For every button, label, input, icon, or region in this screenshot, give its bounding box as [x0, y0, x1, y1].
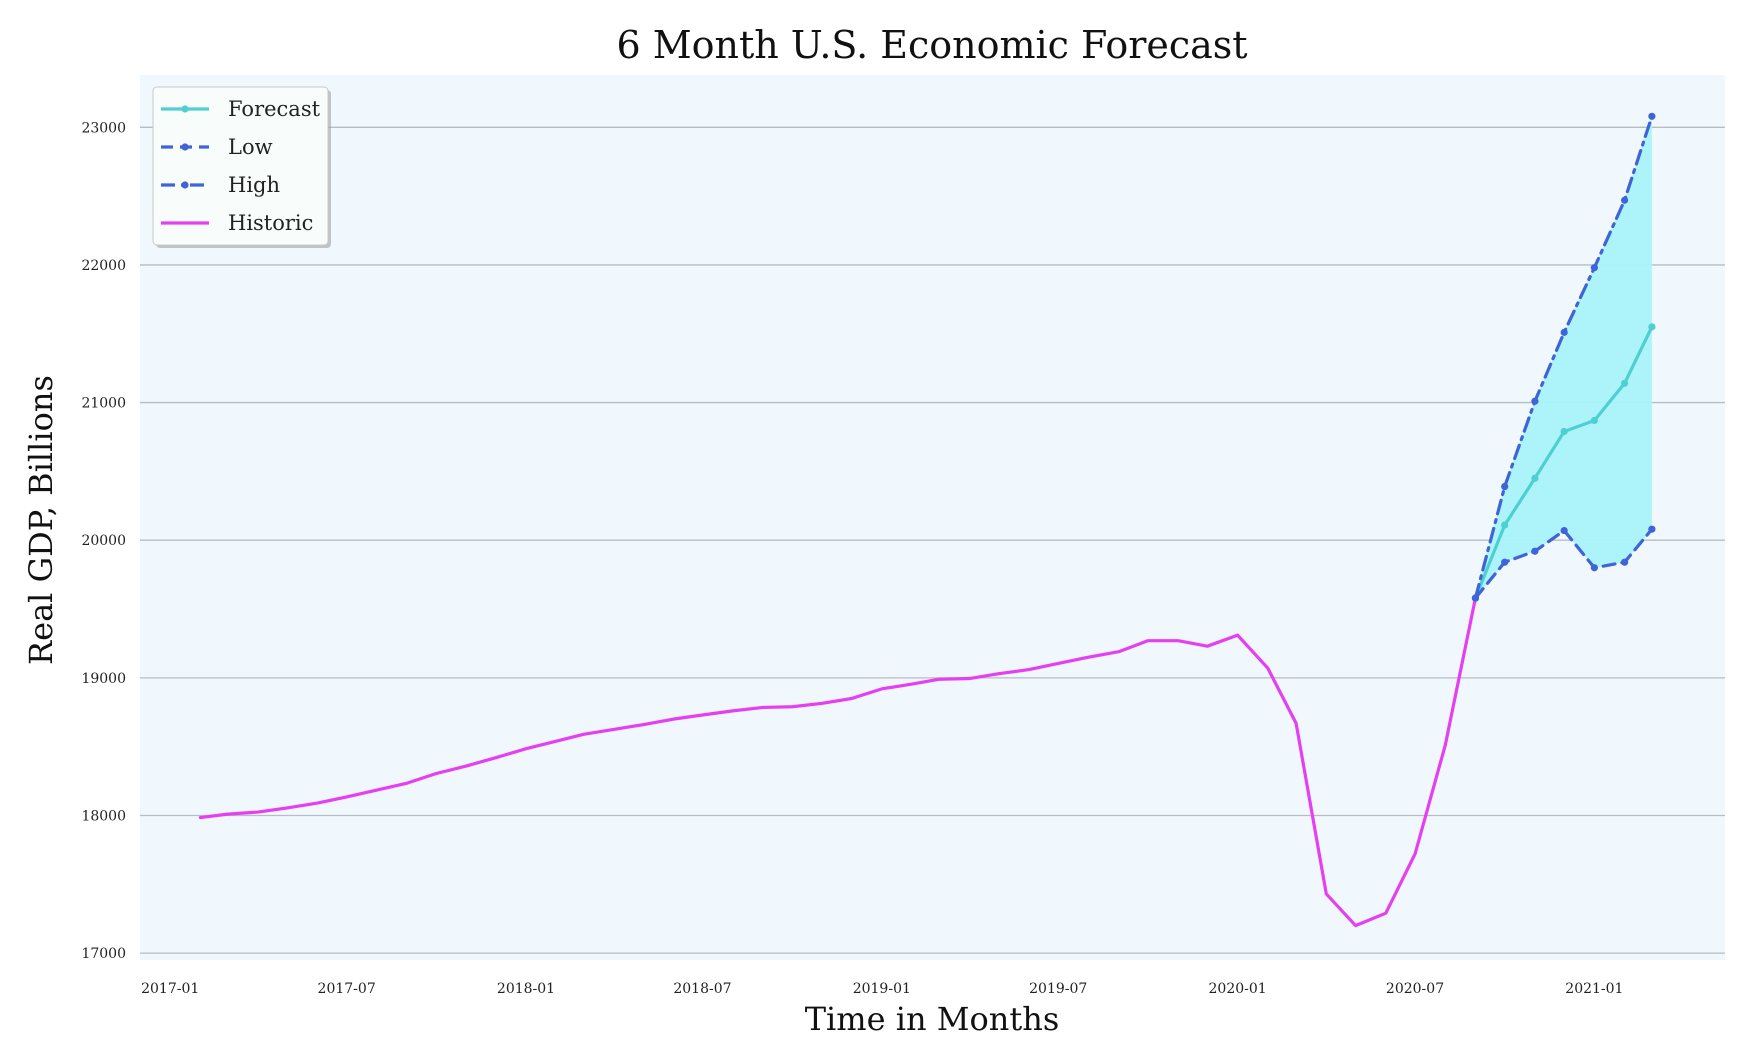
x-axis-label: Time in Months	[805, 1000, 1060, 1038]
x-tick-label: 2020-07	[1386, 981, 1444, 997]
point-forecast	[1620, 379, 1629, 387]
forecast-band-layer	[1475, 116, 1652, 599]
x-tick-label: 2019-07	[1029, 981, 1087, 997]
plot-background	[140, 75, 1725, 960]
legend-label-high: High	[228, 173, 280, 197]
y-tick-label: 23000	[81, 120, 126, 136]
x-tick-label: 2021-01	[1565, 981, 1623, 997]
legend-box	[152, 86, 329, 246]
series-layer	[198, 112, 1656, 928]
point-forecast	[1590, 416, 1598, 425]
y-tick-labels: 17000 18000 19000 20000 21000 22000 23000	[81, 120, 126, 962]
series-line-historic	[198, 596, 1478, 928]
point-high	[1531, 397, 1539, 405]
x-tick-label: 2018-07	[673, 981, 731, 997]
legend-marker-high	[181, 181, 189, 189]
legend-marker-low	[181, 143, 189, 151]
point-forecast	[1531, 474, 1539, 482]
point-high	[1501, 482, 1509, 491]
y-tick-label: 18000	[81, 808, 126, 824]
point-high	[1560, 328, 1568, 336]
legend-label-forecast: Forecast	[228, 97, 321, 121]
point-forecast	[1648, 323, 1656, 331]
legend-label-historic: Historic	[228, 211, 313, 235]
y-tick-label: 22000	[81, 258, 126, 274]
legend-label-low: Low	[228, 135, 273, 159]
point-forecast	[1560, 427, 1568, 436]
grid-layer	[140, 126, 1725, 954]
point-high	[1648, 112, 1656, 120]
point-low	[1620, 558, 1629, 566]
y-tick-label: 17000	[81, 946, 126, 962]
point-low	[1648, 525, 1656, 533]
point-high	[1471, 594, 1480, 602]
y-axis-label: Real GDP, Billions	[22, 375, 60, 665]
forecast-band	[1475, 116, 1652, 599]
point-low	[1590, 564, 1598, 572]
point-high	[1590, 264, 1598, 272]
x-tick-label: 2018-01	[497, 981, 555, 997]
point-low	[1560, 526, 1568, 535]
x-tick-label: 2017-01	[141, 981, 199, 997]
x-tick-label: 2017-07	[318, 981, 376, 997]
legend-marker-forecast	[181, 105, 189, 113]
y-tick-label: 19000	[81, 671, 126, 687]
point-forecast	[1501, 521, 1509, 529]
legend: Forecast Low High Historic	[152, 86, 331, 248]
point-high	[1620, 196, 1629, 204]
y-tick-label: 21000	[81, 396, 126, 412]
point-low	[1501, 558, 1509, 566]
x-tick-label: 2020-01	[1209, 981, 1267, 997]
y-tick-label: 20000	[81, 533, 126, 549]
x-tick-labels: 2017-01 2017-07 2018-01 2018-07 2019-01 2019-…	[141, 981, 1623, 997]
point-low	[1531, 547, 1539, 555]
x-tick-label: 2019-01	[853, 981, 911, 997]
chart-title: 6 Month U.S. Economic Forecast	[616, 23, 1247, 67]
